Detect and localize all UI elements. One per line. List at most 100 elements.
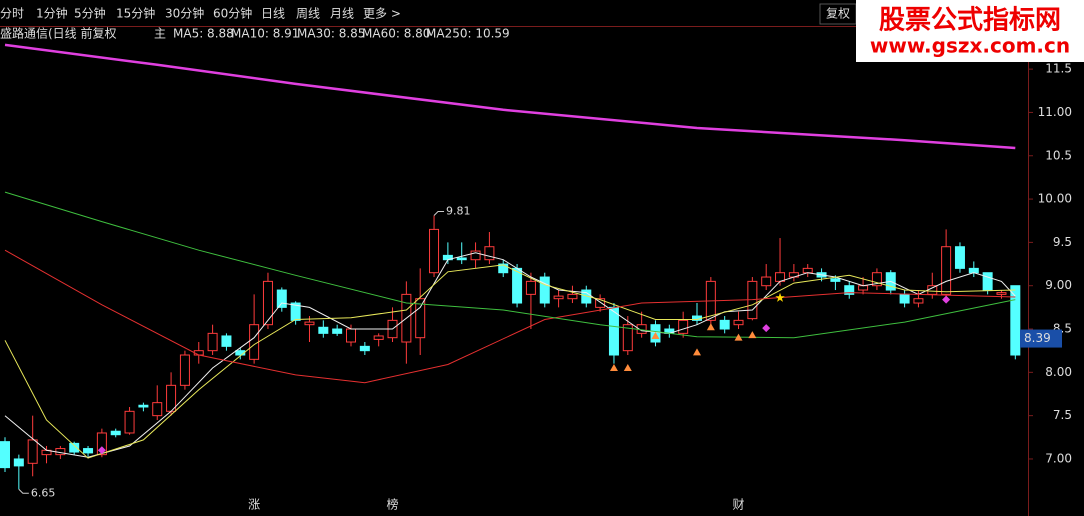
y-tick-label: 9.5 [1053,235,1072,249]
extreme-pointer [433,211,445,216]
toolbar-tab[interactable]: 30分钟 [165,6,204,21]
event-tag: 涨 [248,497,260,512]
y-tick-label: 10.5 [1045,148,1072,162]
panel-label: 主 [154,27,166,41]
watermark-box [856,0,1084,62]
candle-body [152,402,163,417]
toolbar-tab[interactable]: 周线 [296,7,320,21]
candle-body [761,276,772,287]
candle-body [332,328,343,334]
candle-body [83,448,94,454]
legend-entry: MA30: 8.85 [297,27,365,41]
candle-body [456,257,467,261]
candle-body [968,267,979,274]
last-price-box [1020,329,1062,348]
restore-button[interactable]: 复权 [826,7,850,21]
event-tag: 榜 [387,497,399,512]
candle-body [290,302,301,321]
chart-title: 盛路通信(日线 前复权 [0,26,117,41]
y-tick-label: 7.00 [1045,451,1072,465]
toolbar-tab[interactable]: 日线 [261,7,285,21]
candle-body [899,293,910,304]
toolbar-tab[interactable]: 5分钟 [74,6,106,21]
legend-entry: MA250: 10.59 [426,27,510,41]
y-tick-label: 9.00 [1045,278,1072,292]
signal-diamond [97,446,106,455]
candle-body [221,335,232,347]
signal-diamond [942,295,951,304]
signal-triangle [734,333,743,341]
signal-diamond [762,324,771,333]
candle-body [913,298,924,304]
candle-body [415,298,426,339]
candle-body [525,280,536,295]
toolbar-tab[interactable]: 分时 [0,7,24,21]
candle-body [262,280,273,326]
ma-line [4,249,1016,384]
legend-entry: MA5: 8.88 [173,27,234,41]
candle-body [858,285,869,291]
candle-body [138,404,149,408]
y-tick-label: 11.5 [1045,62,1072,76]
candle-body [539,276,550,304]
candle-body [179,354,190,386]
candle-body [982,272,993,291]
toolbar-tab[interactable]: 更多 > [363,7,401,21]
signal-triangle [609,364,618,372]
candle-body [346,328,356,343]
candle-body [678,319,689,334]
candle-body [359,345,370,352]
legend-entry: MA60: 8.80 [362,27,430,41]
toolbar-tab[interactable]: 1分钟 [36,6,68,21]
candle-body [304,321,315,326]
extreme-pointer [18,488,29,494]
y-tick-label: 11.00 [1038,105,1072,119]
candle-body [733,319,744,326]
ma-line [4,264,1016,459]
candle-body [581,289,592,304]
candle-body [595,298,606,308]
candle-body [802,267,813,274]
candle-body [622,324,633,352]
candle-body [608,306,619,356]
signal-triangle [706,323,715,331]
candle-body [96,432,107,456]
candle-body [484,246,495,261]
legend-entry: MA10: 8.91 [231,27,299,41]
signal-triangle [623,364,632,372]
candle-body [830,278,841,282]
signal-triangle [651,331,660,339]
toolbar-tab[interactable]: 15分钟 [116,6,155,21]
candle-body [124,410,135,434]
candle-body [470,250,481,261]
y-tick-label: 10.00 [1038,192,1072,206]
candle-body [498,263,509,274]
candle-body [553,295,564,300]
candle-body [0,441,10,469]
candle-body [249,324,260,360]
candle-body [871,272,882,287]
candle-body [27,439,38,464]
watermark-title: 股票公式指标网 [879,6,1061,36]
signal-star [775,292,785,302]
candle-body [844,285,855,295]
toolbar-tab[interactable]: 60分钟 [213,6,252,21]
toolbar-tab[interactable]: 月线 [330,7,354,21]
y-tick-label: 7.5 [1053,408,1072,422]
candle-body [110,430,121,436]
ma-line [4,43,1016,150]
candle-body [719,319,730,330]
ma-line [4,252,1016,458]
candle-body [373,335,384,340]
candle-body [996,292,1007,295]
event-tag: 财 [733,498,745,512]
signal-triangle [693,348,701,356]
candle-body [207,332,218,352]
extreme-label: 6.65 [31,486,56,499]
candle-body [69,442,80,453]
candle-body [941,246,952,295]
candle-body [567,293,578,300]
candle-body [954,246,965,269]
